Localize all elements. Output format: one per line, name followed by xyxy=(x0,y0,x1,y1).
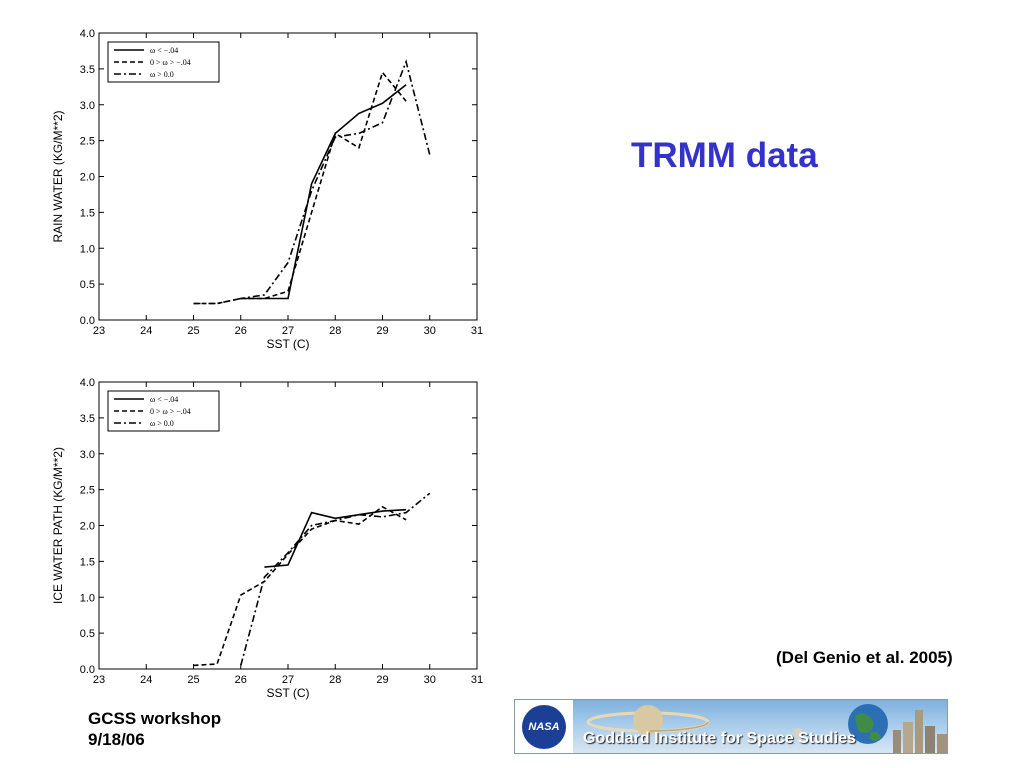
footer-workshop: GCSS workshop xyxy=(88,709,222,728)
citation-text: (Del Genio et al. 2005) xyxy=(776,648,953,667)
y-tick-label: 3.5 xyxy=(80,413,95,425)
footer-date: 9/18/06 xyxy=(88,730,145,749)
x-tick-label: 25 xyxy=(187,325,199,337)
x-tick-label: 29 xyxy=(376,325,388,337)
series-line-solid xyxy=(240,84,407,300)
legend-label: 0 > ω > −.04 xyxy=(150,407,191,416)
y-tick-label: 1.5 xyxy=(80,556,95,568)
y-tick-label: 2.0 xyxy=(80,521,95,533)
y-axis-label: ICE WATER PATH (KG/M**2) xyxy=(51,447,65,604)
x-axis-label: SST (C) xyxy=(266,337,309,351)
x-tick-label: 30 xyxy=(424,325,436,337)
y-tick-label: 3.0 xyxy=(80,100,95,112)
y-tick-label: 3.5 xyxy=(80,64,95,76)
giss-banner: NASA Goddard Institute for Space Studies xyxy=(514,699,948,754)
banner-title: Goddard Institute for Space Studies xyxy=(583,730,856,747)
x-tick-label: 24 xyxy=(140,674,152,686)
y-tick-label: 2.0 xyxy=(80,172,95,184)
legend-label: ω > 0.0 xyxy=(150,70,174,79)
y-tick-label: 0.5 xyxy=(80,628,95,640)
ice-water-path-chart: 23 24 25 26 27 28 29 30 31 0.0 0.5 1.0 1.5 2.0 2.5 3.0 3… xyxy=(51,377,483,700)
y-tick-label: 0.0 xyxy=(80,315,95,327)
x-tick-label: 27 xyxy=(282,325,294,337)
x-tick-label: 28 xyxy=(329,325,341,337)
series-line-dashdot xyxy=(240,492,431,666)
series-line-solid xyxy=(264,508,407,568)
x-tick-label: 24 xyxy=(140,325,152,337)
y-tick-label: 4.0 xyxy=(80,28,95,40)
rain-water-chart: 23 24 25 26 27 28 29 30 31 0.0 0.5 1.0 1.5 2.0 2.5 3.0 3… xyxy=(51,28,483,351)
y-tick-label: 4.0 xyxy=(80,377,95,389)
x-tick-label: 23 xyxy=(93,674,105,686)
x-tick-label: 27 xyxy=(282,674,294,686)
slide-title: TRMM data xyxy=(631,136,818,175)
y-tick-label: 0.0 xyxy=(80,664,95,676)
x-tick-label: 29 xyxy=(376,674,388,686)
x-tick-label: 25 xyxy=(187,674,199,686)
legend-label: ω < −.04 xyxy=(150,46,178,55)
y-axis-label: RAIN WATER (KG/M**2) xyxy=(51,110,65,242)
y-tick-label: 1.5 xyxy=(80,207,95,219)
space-montage-icon xyxy=(586,704,947,753)
legend-label: ω < −.04 xyxy=(150,395,178,404)
x-tick-label: 31 xyxy=(471,325,483,337)
y-tick-label: 1.0 xyxy=(80,592,95,604)
y-tick-label: 3.0 xyxy=(80,449,95,461)
series-line-dashed xyxy=(193,505,407,667)
footer: GCSS workshop 9/18/06 xyxy=(88,708,221,750)
legend-label: 0 > ω > −.04 xyxy=(150,58,191,67)
y-tick-label: 2.5 xyxy=(80,136,95,148)
nasa-logo-icon: NASA xyxy=(515,700,573,753)
nasa-logo-text: NASA xyxy=(522,704,566,749)
x-axis-label: SST (C) xyxy=(266,686,309,700)
x-tick-label: 26 xyxy=(235,674,247,686)
x-tick-label: 26 xyxy=(235,325,247,337)
x-tick-label: 23 xyxy=(93,325,105,337)
series-line-dashdot xyxy=(193,59,431,305)
x-tick-label: 28 xyxy=(329,674,341,686)
y-tick-label: 1.0 xyxy=(80,243,95,255)
legend-label: ω > 0.0 xyxy=(150,419,174,428)
y-tick-label: 2.5 xyxy=(80,485,95,497)
y-tick-label: 0.5 xyxy=(80,279,95,291)
x-tick-label: 30 xyxy=(424,674,436,686)
x-tick-label: 31 xyxy=(471,674,483,686)
